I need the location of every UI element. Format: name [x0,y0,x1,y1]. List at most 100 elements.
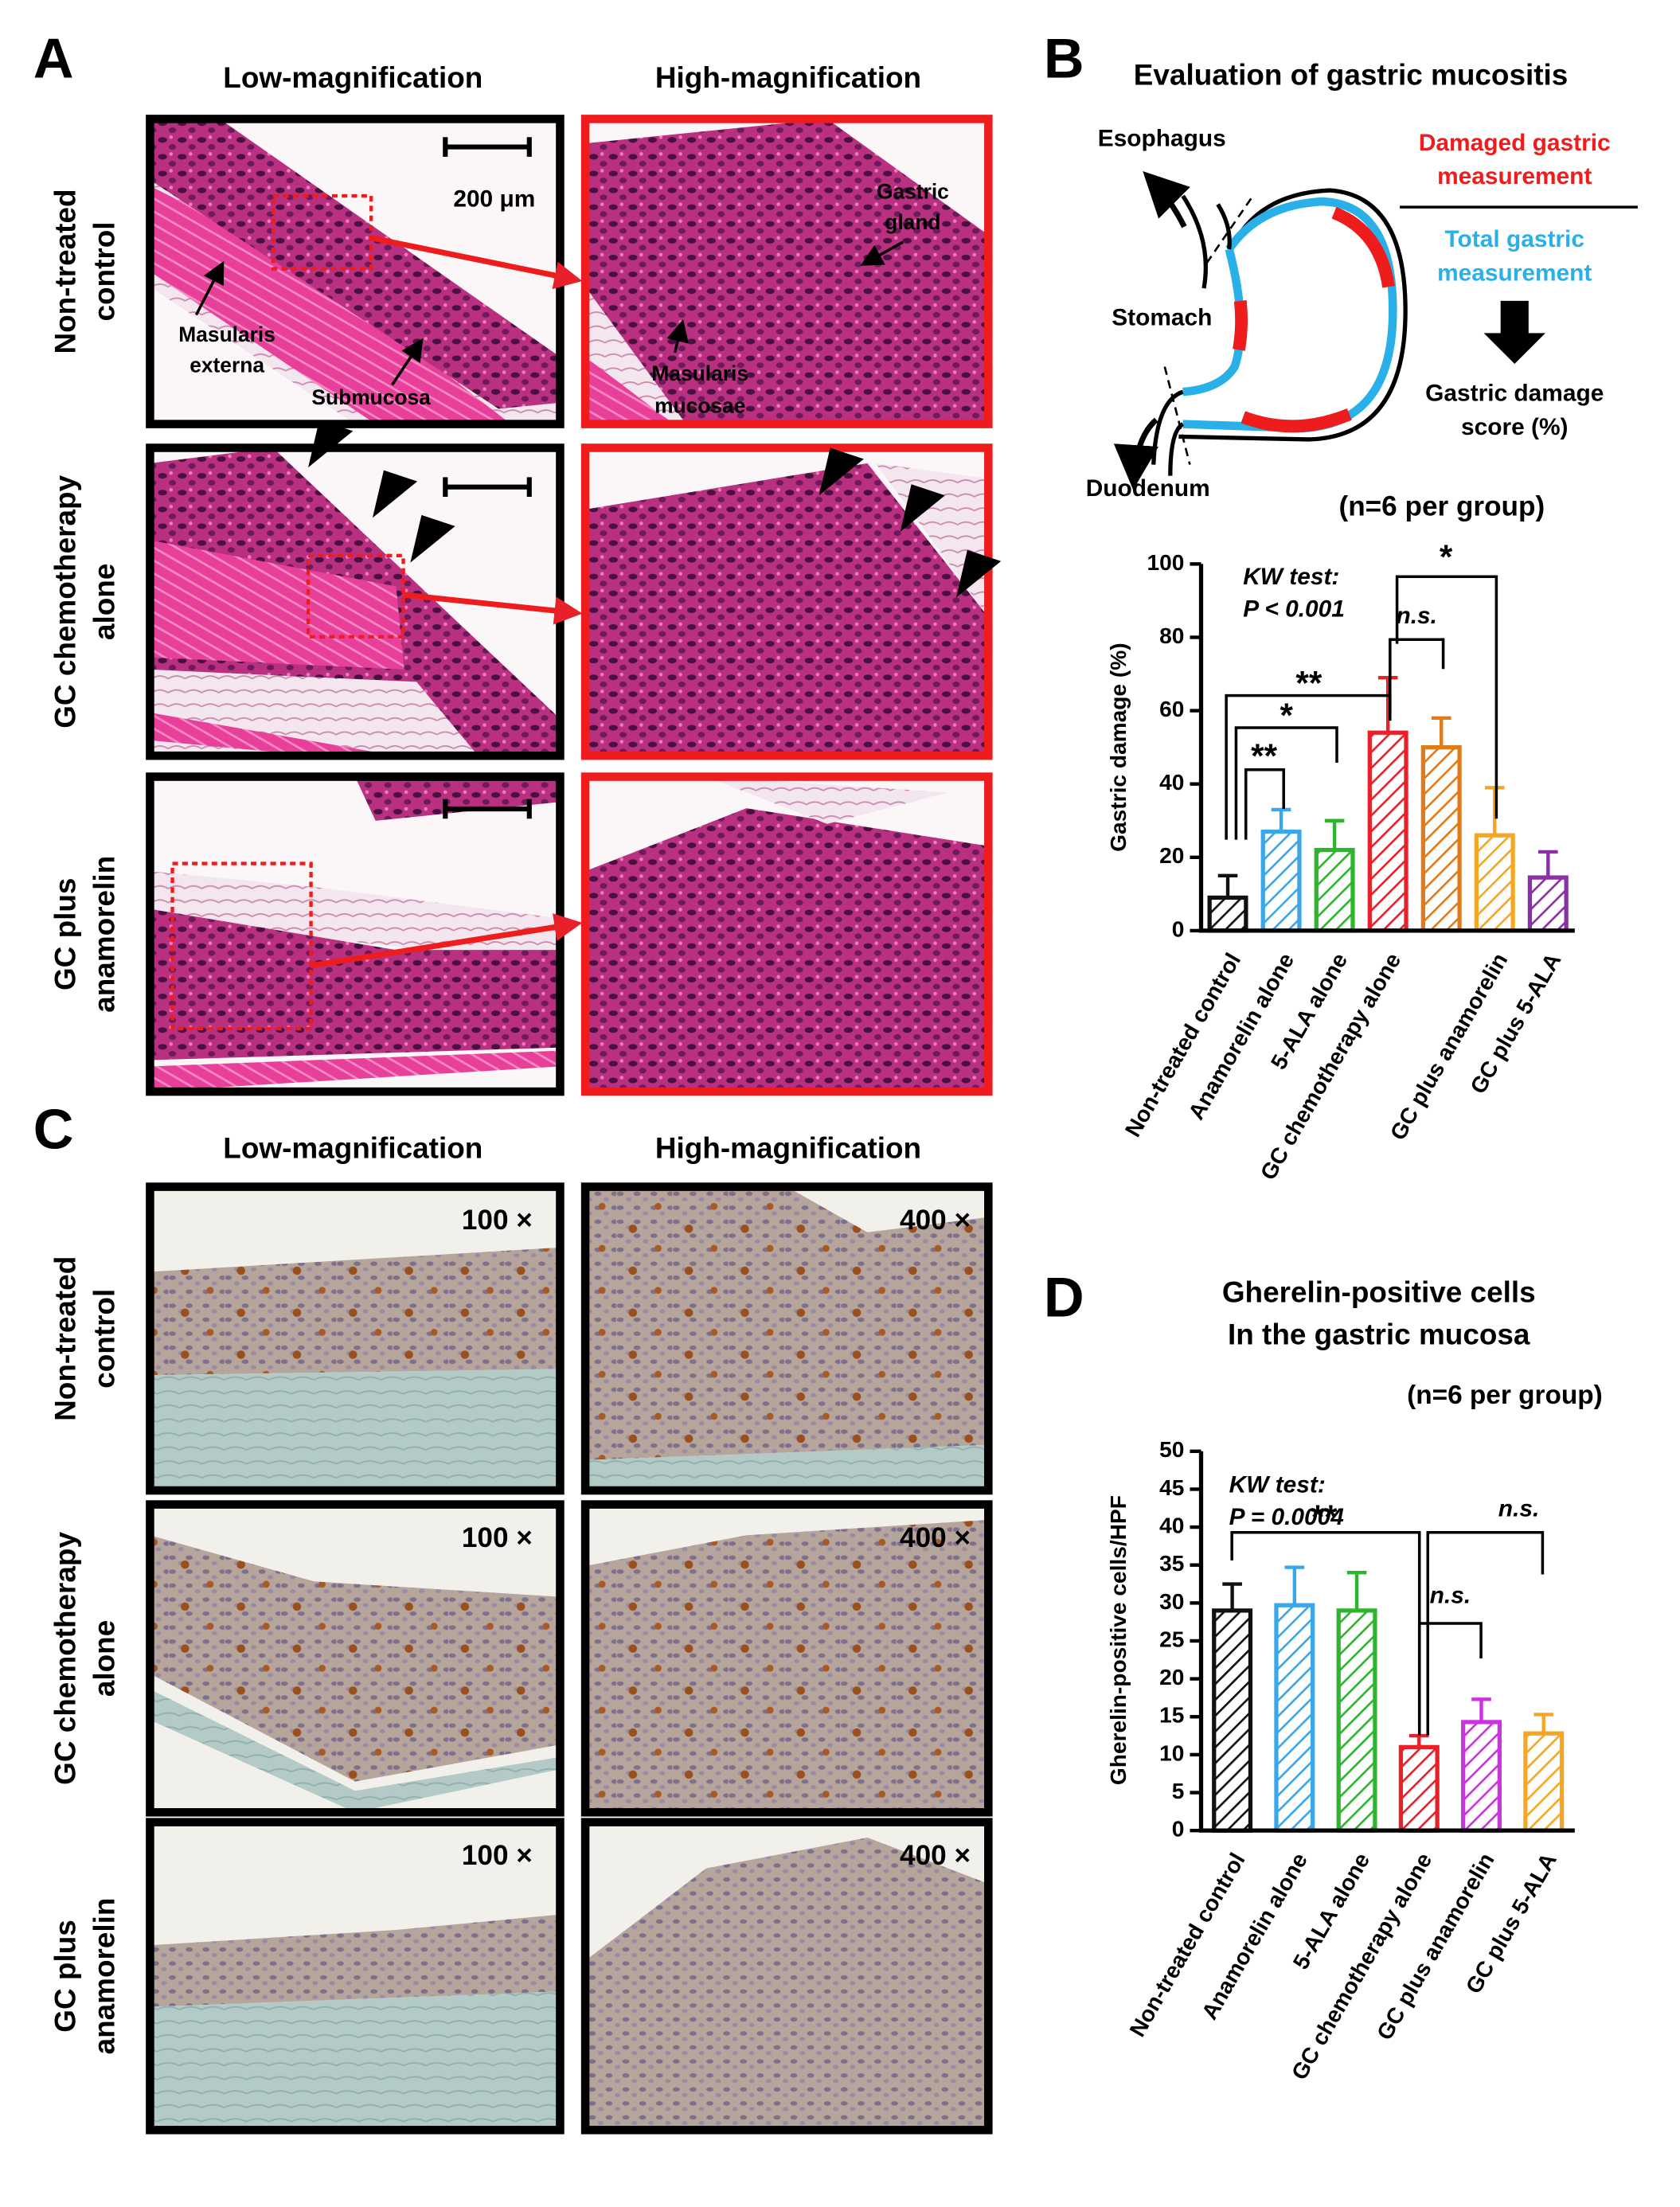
significance-bracket [1389,638,1445,714]
label: Low-magnification [223,1132,483,1165]
label: 400 × [900,1522,971,1553]
tissue [875,463,989,618]
y-tick-label: 35 [1159,1551,1184,1576]
y-tick-label: 45 [1159,1475,1184,1500]
result-arrow [1483,300,1545,365]
tissue [150,713,397,756]
label: Duodenum [1086,475,1210,502]
esophagus [1181,194,1232,289]
tissue [150,1991,561,2131]
label: 100 × [462,1840,533,1871]
duodenum [1151,389,1185,476]
zoom-arrow [403,592,583,625]
label: Non-treated [49,1256,81,1421]
scale-bar [443,477,532,498]
label: High-magnification [655,61,921,94]
pointer [860,240,904,266]
micrograph [585,119,989,424]
micrograph [150,1822,561,2131]
micrograph-frame [146,1182,565,1495]
label: Gastric [877,180,949,204]
label: ** [1311,1498,1338,1536]
micrograph [150,776,561,1092]
flow-arrow [1143,171,1190,229]
damage [1331,206,1395,288]
micrograph [585,776,989,1092]
label: Esophagus [1098,126,1226,152]
micrograph-frame [146,1500,565,1817]
significance-bracket [1417,1622,1483,1736]
tissue [585,1444,989,1491]
tissue [150,1914,561,2007]
significance-bracket [1234,726,1338,840]
label: 200 μm [453,186,535,212]
label: P < 0.001 [1243,596,1345,622]
label: n.s. [1396,603,1436,629]
label: Gherelin-positive cells/HPF [1106,1495,1131,1785]
label: n.s. [1498,1496,1539,1522]
label: anamorelin [88,856,121,1013]
micrograph-frame [580,1182,993,1495]
bar [1260,829,1302,933]
label: Masularis [178,322,275,346]
stomach-wall [1178,188,1408,442]
label: alone [88,1620,121,1697]
tissue [150,1535,561,1782]
tissue [150,119,561,409]
micrograph-frame [580,1818,993,2135]
label: Submucosa [311,385,431,409]
label: ** [1295,664,1322,701]
bar [1212,1608,1253,1833]
significance-bracket [1426,1530,1545,1736]
label: GC plus [49,878,81,990]
bar [1367,730,1408,933]
y-tick-label: 25 [1159,1627,1184,1651]
label: Masularis [651,361,748,385]
y-tick-label: 5 [1172,1779,1185,1803]
label: In the gastric mucosa [1228,1318,1530,1350]
micrograph-frame [580,1500,993,1817]
scale-bar [443,137,532,157]
bar [1336,1608,1377,1833]
label: gland [885,210,940,234]
axes [1198,564,1575,933]
zoom-region [271,193,373,271]
stomach-lining [1182,197,1397,433]
tissue [150,186,511,424]
bar [1527,875,1569,933]
label: Total gastric [1445,226,1584,252]
label: Low-magnification [223,61,483,94]
axes [1198,1451,1575,1833]
y-tick-label: 80 [1159,623,1184,648]
tissue [585,808,989,1092]
damage [1233,299,1248,351]
label: KW test: [1243,564,1339,590]
tissue [150,1247,561,1376]
label: KW test: [1229,1472,1326,1498]
micrograph [150,447,561,756]
damage-marker [410,514,455,563]
bar [1274,1603,1315,1833]
damage-marker [900,484,945,532]
tissue [150,908,561,1061]
y-tick-label: 40 [1159,1513,1184,1537]
label: 400 × [900,1840,971,1871]
y-tick-label: 60 [1159,697,1184,721]
tissue [585,463,989,756]
micrograph-frame [580,115,993,428]
label: Stomach [1112,305,1212,331]
scale-bar [443,799,532,819]
significance-bracket [1230,1530,1421,1728]
tissue [150,1050,561,1092]
micrograph [150,1504,561,1813]
zoom-region [170,861,313,1031]
label: ** [1251,737,1277,775]
label: (n=6 per group) [1407,1381,1603,1410]
label: anamorelin [88,1898,121,2055]
damage-marker [372,470,418,518]
significance-bracket [1244,768,1285,840]
y-tick-label: 20 [1159,843,1184,868]
bar [1523,1731,1565,1833]
zoom-arrow [370,235,583,290]
x-tick-label: Non-treated control [1125,1849,1250,2041]
